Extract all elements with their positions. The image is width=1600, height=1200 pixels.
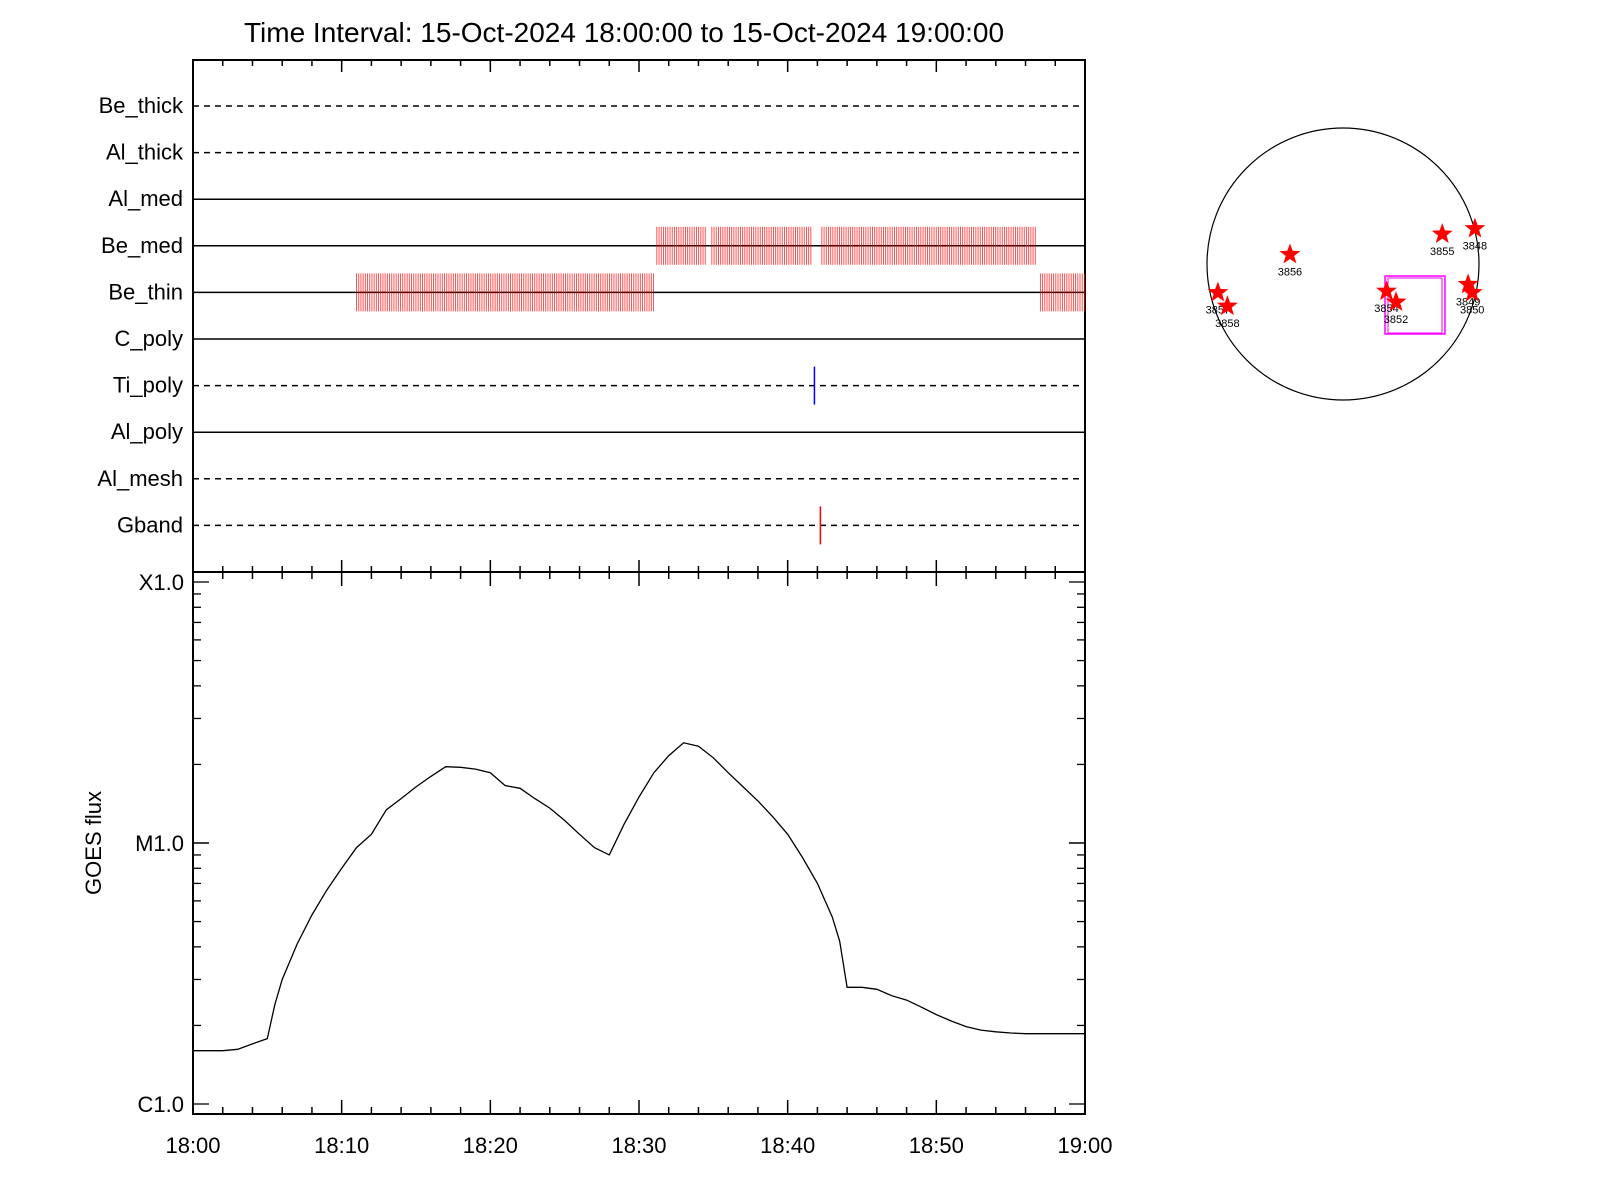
region-marker-3850 <box>1461 281 1483 302</box>
region-marker-3858 <box>1216 295 1238 316</box>
channel-label: Gband <box>117 512 183 537</box>
region-label: 3848 <box>1463 241 1487 253</box>
goes-flux-panel: 18:00 18:10 18:20 18:30 18:40 18:50 19:00 C1.0 M… <box>81 570 1113 1158</box>
region-marker-3855 <box>1431 223 1453 243</box>
x-tick-label: 18:40 <box>760 1133 815 1158</box>
y-tick-label: M1.0 <box>135 831 184 856</box>
y-axis-label: GOES flux <box>81 791 106 895</box>
chart-title: Time Interval: 15-Oct-2024 18:00:00 to 1… <box>244 17 1004 48</box>
region-marker-3856 <box>1279 243 1301 264</box>
channel-label: Be_thin <box>108 279 183 304</box>
filter-timeline-panel: Be_thick Al_thick Al_med Be_med Be_thin C_pol… <box>97 59 1086 573</box>
filter-exposures <box>356 226 1085 545</box>
goes-flux-frame <box>192 571 1086 1115</box>
x-tick-label: 18:20 <box>463 1133 518 1158</box>
channel-label: Al_thick <box>106 140 184 165</box>
x-tick-label: 18:00 <box>165 1133 220 1158</box>
region-marker-3852 <box>1385 291 1407 311</box>
x-tick-label: 18:10 <box>314 1133 369 1158</box>
x-tick-label: 19:00 <box>1057 1133 1112 1158</box>
channel-label: C_poly <box>115 326 183 351</box>
goes-axis-labels: 18:00 18:10 18:20 18:30 18:40 18:50 19:00 C1.0 M… <box>135 570 1112 1158</box>
x-tick-label: 18:50 <box>909 1133 964 1158</box>
channel-label: Al_poly <box>111 419 183 444</box>
top-panel-ticks <box>192 60 1086 572</box>
x-tick-label: 18:30 <box>611 1133 666 1158</box>
region-label: 3855 <box>1430 246 1454 258</box>
region-marker-3857 <box>1207 281 1229 302</box>
field-of-view-box <box>1384 275 1446 335</box>
region-marker-3849 <box>1457 273 1479 294</box>
y-tick-label: C1.0 <box>138 1092 184 1117</box>
region-label: 3856 <box>1278 266 1302 278</box>
region-label: 3858 <box>1215 318 1239 330</box>
channel-label: Al_med <box>108 186 183 211</box>
channel-label: Al_mesh <box>97 466 183 491</box>
field-of-view-box-inner <box>1387 277 1443 334</box>
region-label: 3852 <box>1384 314 1408 326</box>
solar-disk <box>1206 127 1480 401</box>
channel-label: Be_thick <box>99 93 184 118</box>
filter-timeline-frame <box>192 59 1086 573</box>
goes-flux-line <box>193 742 1085 1052</box>
filter-rows: Be_thick Al_thick Al_med Be_med Be_thin C_pol… <box>97 93 1085 537</box>
region-marker-3848 <box>1464 217 1486 238</box>
channel-label: Ti_poly <box>113 373 183 398</box>
region-marker-3854 <box>1376 280 1397 301</box>
y-tick-label: X1.0 <box>139 570 184 595</box>
goes-axis-ticks <box>192 572 1086 1114</box>
region-label: 3849 <box>1456 296 1480 308</box>
region-label: 3850 <box>1460 305 1484 317</box>
channel-label: Be_med <box>101 233 183 258</box>
